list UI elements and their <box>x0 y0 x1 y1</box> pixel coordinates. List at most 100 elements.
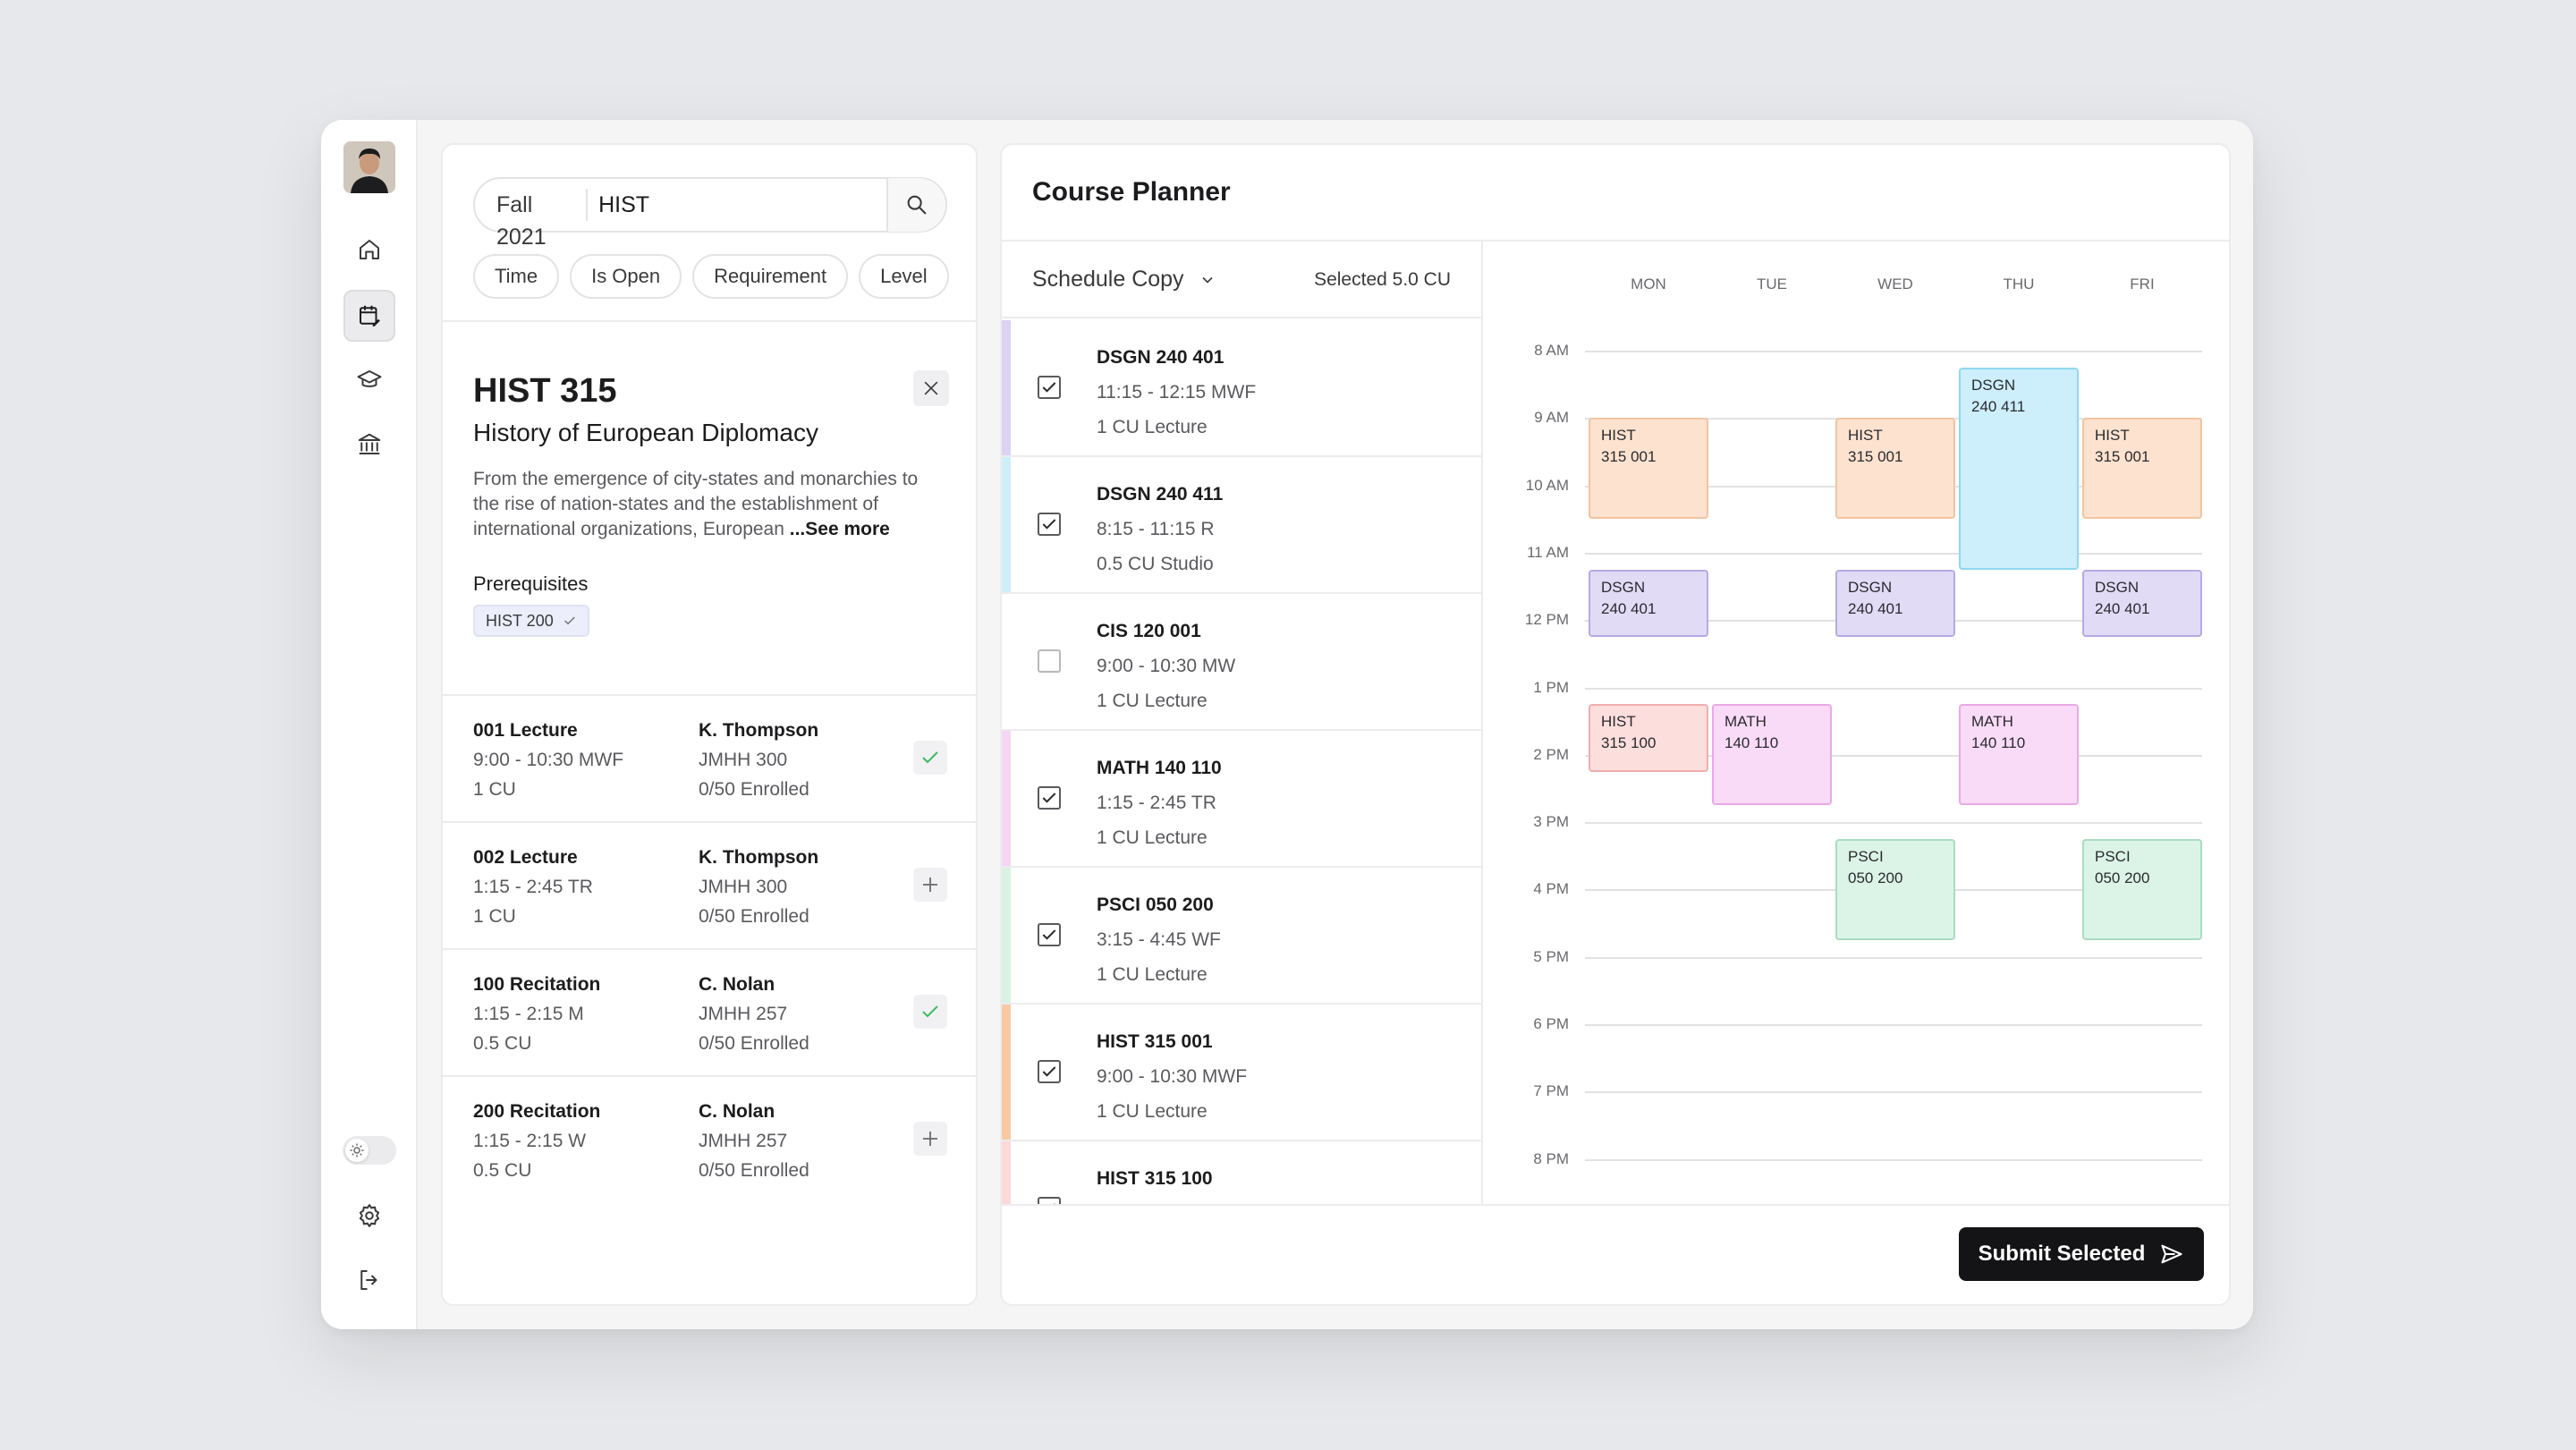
hour-gridline <box>1585 351 2202 352</box>
sun-icon <box>350 1143 364 1157</box>
check-icon <box>1042 1066 1056 1077</box>
course-checkbox[interactable] <box>1038 923 1061 946</box>
calendar-event[interactable]: HIST 315 001 <box>1589 418 1708 520</box>
course-code: PSCI 050 200 <box>1097 895 1214 915</box>
course-credit: 1 CU Lecture <box>1097 1101 1208 1122</box>
search-input[interactable] <box>588 191 887 218</box>
course-time: 1:15 - 2:45 TR <box>1097 793 1216 813</box>
event-section: 315 100 <box>1601 734 1657 752</box>
section-details: K. Thompson JMHH 300 0/50 Enrolled <box>699 716 818 804</box>
list-item[interactable]: HIST 315 100 1:15 - 2:15 M <box>1002 1141 1481 1204</box>
list-item[interactable]: DSGN 240 411 8:15 - 11:15 R 0.5 CU Studio <box>1002 457 1481 594</box>
calendar-event[interactable]: DSGN 240 401 <box>2082 569 2202 638</box>
nav-institution[interactable] <box>343 419 395 471</box>
filter-time[interactable]: Time <box>473 254 560 299</box>
section-details: C. Nolan JMHH 257 0/50 Enrolled <box>699 970 809 1058</box>
send-icon <box>2161 1244 2182 1264</box>
nav-home[interactable] <box>343 224 395 276</box>
course-time: 9:00 - 10:30 MWF <box>1097 1066 1248 1087</box>
course-code: MATH 140 110 <box>1097 758 1222 778</box>
prerequisites-label: Prerequisites <box>473 572 589 595</box>
course-description: From the emergence of city-states and mo… <box>473 467 929 542</box>
logout-button[interactable] <box>343 1254 395 1306</box>
course-code: DSGN 240 401 <box>1097 347 1224 368</box>
hour-gridline <box>1585 754 2202 757</box>
filter-is-open[interactable]: Is Open <box>570 254 682 299</box>
avatar[interactable] <box>343 141 395 193</box>
filter-requirement[interactable]: Requirement <box>692 254 849 299</box>
term-selector[interactable]: Fall 2021 <box>475 189 589 250</box>
course-checkbox[interactable] <box>1038 649 1061 673</box>
logout-icon <box>360 1270 377 1290</box>
day-label: MON <box>1631 276 1666 293</box>
section-room: JMHH 300 <box>699 750 788 770</box>
calendar-event[interactable]: HIST 315 001 <box>1835 418 1955 520</box>
course-checkbox[interactable] <box>1038 513 1061 536</box>
calendar-event[interactable]: DSGN 240 401 <box>1835 569 1955 638</box>
course-info: HIST 315 001 9:00 - 10:30 MWF 1 CU Lecture <box>1097 1024 1247 1129</box>
course-time: 1:15 - 2:15 M <box>1097 1196 1213 1204</box>
section-time: 9:00 - 10:30 MWF <box>473 750 624 770</box>
section-selected-button[interactable] <box>913 741 947 775</box>
event-subject: HIST <box>1601 713 1636 731</box>
toggle-knob <box>345 1139 369 1162</box>
close-button[interactable] <box>913 370 949 406</box>
event-subject: HIST <box>2095 427 2130 445</box>
settings-button[interactable] <box>343 1190 395 1242</box>
calendar-event[interactable]: MATH 140 110 <box>1959 704 2079 806</box>
search-button[interactable] <box>886 178 945 232</box>
event-section: 315 001 <box>2095 448 2150 466</box>
calendar-event[interactable]: PSCI 050 200 <box>1835 838 1955 940</box>
course-checkbox[interactable] <box>1038 376 1061 399</box>
course-info: CIS 120 001 9:00 - 10:30 MW 1 CU Lecture <box>1097 614 1235 718</box>
list-item[interactable]: DSGN 240 401 11:15 - 12:15 MWF 1 CU Lectur… <box>1002 320 1481 457</box>
hour-label: 10 AM <box>1525 476 1569 494</box>
event-subject: MATH <box>1971 713 2013 731</box>
selected-cu-count: Selected 5.0 CU <box>1314 269 1451 290</box>
section-time: 1:15 - 2:15 M <box>473 1004 584 1024</box>
submit-selected-button[interactable]: Submit Selected <box>1959 1227 2204 1281</box>
list-item[interactable]: MATH 140 110 1:15 - 2:45 TR 1 CU Lecture <box>1002 731 1481 868</box>
add-section-button[interactable] <box>913 868 947 902</box>
event-subject: PSCI <box>1848 847 1884 865</box>
description-line: international organizations, European <box>473 519 784 539</box>
nav-courses[interactable] <box>343 354 395 406</box>
add-section-button[interactable] <box>913 1122 947 1156</box>
schedule-selector[interactable]: Schedule Copy <box>1032 267 1216 293</box>
section-info: 002 Lecture 1:15 - 2:45 TR 1 CU <box>473 843 593 931</box>
calendar-event[interactable]: HIST 315 100 <box>1589 704 1708 772</box>
event-section: 140 110 <box>1724 734 1779 752</box>
list-item[interactable]: CIS 120 001 9:00 - 10:30 MW 1 CU Lecture <box>1002 594 1481 731</box>
section-selected-button[interactable] <box>913 995 947 1029</box>
course-credit: 1 CU Lecture <box>1097 691 1208 711</box>
section-row: 002 Lecture 1:15 - 2:45 TR 1 CU K. Thompson… <box>443 821 976 946</box>
check-icon <box>1042 519 1056 530</box>
nav-planner[interactable] <box>343 290 395 342</box>
list-item[interactable]: PSCI 050 200 3:15 - 4:45 WF 1 CU Lecture <box>1002 868 1481 1005</box>
event-section: 240 401 <box>1601 599 1657 617</box>
hour-label: 1 PM <box>1533 678 1569 696</box>
calendar-event[interactable]: DSGN 240 401 <box>1589 569 1708 638</box>
event-subject: DSGN <box>2095 578 2140 596</box>
weekly-calendar: MON TUE WED THU FRI 8 AM 9 AM 10 AM 11 AM 12 PM 1 … <box>1485 242 2229 1204</box>
filter-level[interactable]: Level <box>859 254 949 299</box>
plus-icon <box>923 1132 937 1146</box>
calendar-event[interactable]: DSGN 240 411 <box>1959 367 2079 570</box>
course-title: History of European Diplomacy <box>473 419 818 446</box>
course-checkbox[interactable] <box>1038 786 1061 810</box>
calendar-event[interactable]: MATH 140 110 <box>1712 704 1832 806</box>
course-checkbox[interactable] <box>1038 1060 1061 1083</box>
event-section: 240 411 <box>1971 397 2026 415</box>
calendar-event[interactable]: HIST 315 001 <box>2082 418 2202 520</box>
check-icon <box>1042 929 1056 940</box>
course-checkbox[interactable] <box>1038 1197 1061 1204</box>
hour-gridline <box>1585 552 2202 555</box>
list-item[interactable]: HIST 315 001 9:00 - 10:30 MWF 1 CU Lecture <box>1002 1005 1481 1141</box>
section-instructor: C. Nolan <box>699 1101 775 1122</box>
course-time: 11:15 - 12:15 MWF <box>1097 382 1257 403</box>
calendar-event[interactable]: PSCI 050 200 <box>2082 838 2202 940</box>
see-more-link[interactable]: ...See more <box>789 519 890 539</box>
theme-toggle[interactable] <box>343 1136 396 1165</box>
section-row: 001 Lecture 9:00 - 10:30 MWF 1 CU K. Thomps… <box>443 694 976 819</box>
gear-icon <box>359 1204 380 1227</box>
